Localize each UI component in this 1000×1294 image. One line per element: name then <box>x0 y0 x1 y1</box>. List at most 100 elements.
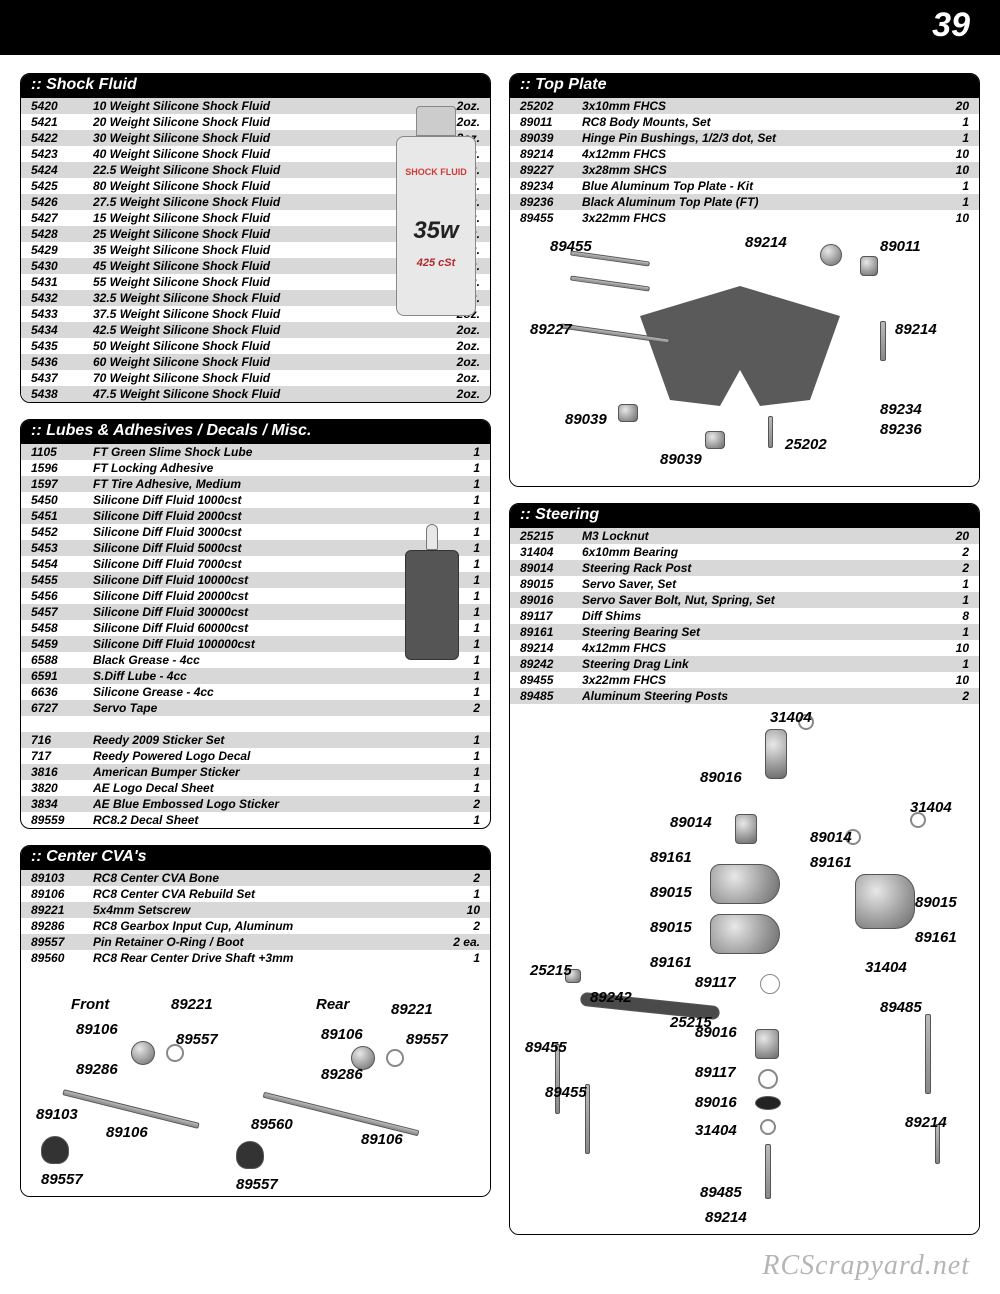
part-number: 89214 <box>520 640 582 656</box>
table-row: 543550 Weight Silicone Shock Fluid2oz. <box>21 338 490 354</box>
table-row: 6727Servo Tape2 <box>21 700 490 716</box>
part-number: 5451 <box>31 508 93 524</box>
table-row: 89286RC8 Gearbox Input Cup, Aluminum2 <box>21 918 490 934</box>
part-number: 6636 <box>31 684 93 700</box>
part-qty: 2 ea. <box>434 934 480 950</box>
part-desc: Diff Shims <box>582 608 923 624</box>
table-row: 6591S.Diff Lube - 4cc1 <box>21 668 490 684</box>
part-desc: 22.5 Weight Silicone Shock Fluid <box>93 162 434 178</box>
callout: 89117 <box>695 1064 736 1081</box>
part-desc: 40 Weight Silicone Shock Fluid <box>93 146 434 162</box>
top-bar: 39 <box>0 0 1000 55</box>
table-row: 5451Silicone Diff Fluid 2000cst1 <box>21 508 490 524</box>
table-row: 89106RC8 Center CVA Rebuild Set1 <box>21 886 490 902</box>
table-row: 3834AE Blue Embossed Logo Sticker2 <box>21 796 490 812</box>
part-number: 5454 <box>31 556 93 572</box>
part-number: 89236 <box>520 194 582 210</box>
table-row: 1105FT Green Slime Shock Lube1 <box>21 444 490 460</box>
part-qty: 2oz. <box>434 354 480 370</box>
table-row: 543660 Weight Silicone Shock Fluid2oz. <box>21 354 490 370</box>
part-desc: 3x22mm FHCS <box>582 672 923 688</box>
panel-header: :: Center CVA's <box>21 846 490 870</box>
panel-cva: :: Center CVA's 89103RC8 Center CVA Bone… <box>20 845 491 1197</box>
table-row: 894553x22mm FHCS10 <box>510 210 979 226</box>
table-row: 1596FT Locking Adhesive1 <box>21 460 490 476</box>
part-qty: 2 <box>923 688 969 704</box>
panel-steering: :: Steering 25215M3 Locknut20314046x10mm… <box>509 503 980 1235</box>
part-number: 6727 <box>31 700 93 716</box>
part-qty: 1 <box>923 576 969 592</box>
part-desc: Silicone Diff Fluid 30000cst <box>93 604 434 620</box>
part-desc: Silicone Diff Fluid 1000cst <box>93 492 434 508</box>
callout: 89557 <box>176 1031 218 1048</box>
part-number: 89039 <box>520 130 582 146</box>
callout: 89161 <box>650 849 692 866</box>
part-number: 89557 <box>31 934 93 950</box>
callout: 89286 <box>76 1061 118 1078</box>
part-desc: 20 Weight Silicone Shock Fluid <box>93 114 434 130</box>
part-number: 25215 <box>520 528 582 544</box>
callout: 89106 <box>76 1021 118 1038</box>
part-qty: 2oz. <box>434 386 480 402</box>
part-desc: 25 Weight Silicone Shock Fluid <box>93 226 434 242</box>
part-desc: Steering Bearing Set <box>582 624 923 640</box>
part-desc: 47.5 Weight Silicone Shock Fluid <box>93 386 434 402</box>
part-qty: 1 <box>923 194 969 210</box>
part-number: 5456 <box>31 588 93 604</box>
part-qty: 8 <box>923 608 969 624</box>
part-desc: 4x12mm FHCS <box>582 640 923 656</box>
callout: 89011 <box>880 238 921 255</box>
label-rear: Rear <box>316 996 349 1013</box>
part-desc: 3x28mm SHCS <box>582 162 923 178</box>
callout: 89557 <box>236 1176 278 1193</box>
callout: 89557 <box>41 1171 83 1188</box>
table-row: 3816American Bumper Sticker1 <box>21 764 490 780</box>
part-number: 89011 <box>520 114 582 130</box>
part-desc: Silicone Diff Fluid 60000cst <box>93 620 434 636</box>
part-desc: American Bumper Sticker <box>93 764 434 780</box>
callout: 89039 <box>660 451 702 468</box>
callout: 89117 <box>695 974 736 991</box>
part-desc: 4x12mm FHCS <box>582 146 923 162</box>
callout: 89221 <box>171 996 213 1013</box>
part-desc: 42.5 Weight Silicone Shock Fluid <box>93 322 434 338</box>
callout: 89039 <box>565 411 607 428</box>
callout: 89214 <box>905 1114 947 1131</box>
callout: 89015 <box>650 919 692 936</box>
rows-top-plate: 252023x10mm FHCS2089011RC8 Body Mounts, … <box>510 98 979 226</box>
callout: 31404 <box>910 799 952 816</box>
part-number: 89016 <box>520 592 582 608</box>
part-qty: 1 <box>434 780 480 796</box>
part-qty: 1 <box>923 178 969 194</box>
part-number: 25202 <box>520 98 582 114</box>
part-qty: 2 <box>923 544 969 560</box>
part-number: 89221 <box>31 902 93 918</box>
part-number: 5437 <box>31 370 93 386</box>
part-qty: 1 <box>923 592 969 608</box>
callout: 31404 <box>695 1122 737 1139</box>
callout: 89221 <box>391 1001 433 1018</box>
part-desc: 55 Weight Silicone Shock Fluid <box>93 274 434 290</box>
part-number: 5424 <box>31 162 93 178</box>
spacer <box>21 716 490 732</box>
part-desc: 15 Weight Silicone Shock Fluid <box>93 210 434 226</box>
part-number: 1596 <box>31 460 93 476</box>
part-desc: 3x10mm FHCS <box>582 98 923 114</box>
part-qty: 2oz. <box>434 338 480 354</box>
part-qty: 2 <box>434 870 480 886</box>
part-desc: 37.5 Weight Silicone Shock Fluid <box>93 306 434 322</box>
callout: 89227 <box>530 321 572 338</box>
part-number: 1597 <box>31 476 93 492</box>
part-number: 89455 <box>520 210 582 226</box>
shock-bottle-icon: SHOCK FLUID 35w 425 cSt <box>396 106 476 316</box>
table-row: 89560RC8 Rear Center Drive Shaft +3mm1 <box>21 950 490 966</box>
table-row: 89234Blue Aluminum Top Plate - Kit1 <box>510 178 979 194</box>
part-desc: 35 Weight Silicone Shock Fluid <box>93 242 434 258</box>
part-desc: 45 Weight Silicone Shock Fluid <box>93 258 434 274</box>
part-qty: 20 <box>923 528 969 544</box>
part-number: 5459 <box>31 636 93 652</box>
part-desc: Servo Saver, Set <box>582 576 923 592</box>
table-row: 89016Servo Saver Bolt, Nut, Spring, Set1 <box>510 592 979 608</box>
part-qty: 10 <box>923 672 969 688</box>
part-desc: RC8 Center CVA Bone <box>93 870 434 886</box>
